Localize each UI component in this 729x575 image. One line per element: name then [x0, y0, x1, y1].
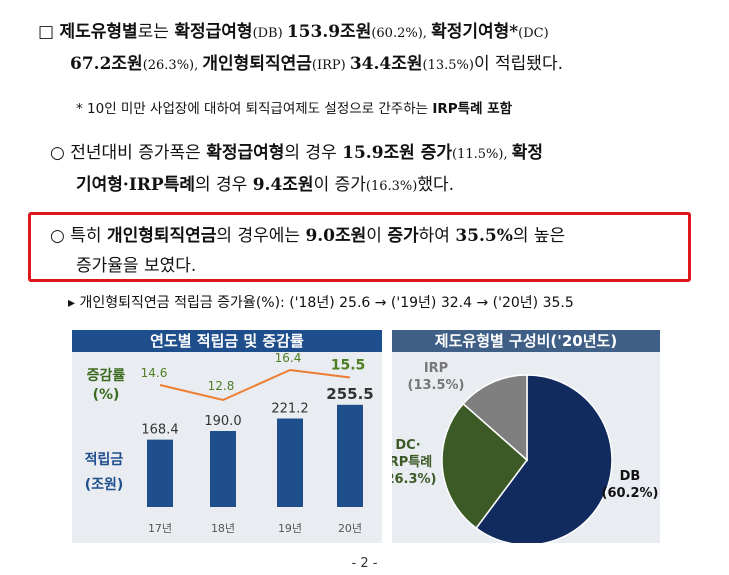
p1-text: (IRP) [311, 58, 350, 73]
p2-text: 했다. [417, 175, 455, 195]
pie-label: (26.3%) [392, 472, 436, 487]
p2-text: 확정급여형 [206, 143, 285, 163]
p2-text: 확정 [511, 143, 544, 163]
p2-text: 9.4조원 [252, 175, 314, 195]
p1-text: 이 적립됐다. [473, 54, 563, 74]
p3-text: 하여 [418, 226, 456, 246]
p1-text: 153.9조원 [286, 22, 372, 42]
p1-text: 개인형퇴직연금 [202, 54, 312, 74]
category-label: 20년 [338, 522, 362, 535]
p1-text: (26.3%), [142, 58, 203, 73]
p2-text: 전년대비 증가폭은 [70, 143, 207, 163]
amount-axis-label-1: 적립금 [85, 451, 124, 468]
p3-text: 이 [366, 226, 388, 246]
footnote: * 10인 미만 사업장에 대하여 퇴직급여제도 설정으로 간주하는 IRP특례… [76, 97, 512, 117]
p3-text: 개인형퇴직연금 [106, 226, 217, 246]
p1-text: 로는 [137, 22, 175, 42]
p1-text: 34.4조원 [349, 54, 423, 74]
para1-line2: 67.2조원(26.3%), 개인형퇴직연금(IRP) 34.4조원(13.5%… [70, 52, 563, 78]
p1-text: (DB) [252, 26, 287, 41]
pie-label: DB [620, 469, 641, 484]
bar-value-label: 168.4 [141, 423, 178, 438]
bar-20년 [337, 404, 363, 507]
rate-value-label: 12.8 [208, 379, 235, 393]
rate-value-label: 16.4 [275, 352, 302, 365]
p3-text: 증가 [387, 226, 419, 246]
p1-text: 67.2조원 [70, 54, 143, 74]
rate-value-label: 15.5 [331, 358, 366, 374]
left-chart-title: 연도별 적립금 및 증감률 [72, 330, 382, 352]
bar-value-label: 221.2 [271, 402, 308, 417]
p1-text: (13.5%) [422, 58, 474, 73]
checkbox-bullet: □ [38, 22, 55, 42]
pie-label: IRP특례 [392, 454, 432, 470]
bar-value-label: 190.0 [204, 414, 241, 429]
p2-text: 의 경우 [284, 143, 343, 163]
p1-text: (DC) [518, 26, 549, 41]
category-label: 18년 [211, 522, 235, 535]
rate-line [159, 368, 351, 402]
footnote-bold: IRP특례 포함 [432, 101, 513, 117]
left-chart-svg: 168.4 17년 190.0 18년 221.2 19년 255.5 20년 14.6 12.8… [85, 352, 374, 535]
p3-text: 35.5% [455, 226, 513, 246]
bar-18년 [210, 431, 236, 507]
para3-line2: 증가율을 보였다. [76, 256, 197, 276]
circle-bullet: ○ [50, 226, 65, 246]
rate-axis-label-1: 증감률 [87, 367, 126, 384]
pie-label: (60.2%) [602, 486, 659, 501]
para3-line1: ○ 특히 개인형퇴직연금의 경우에는 9.0조원이 증가하여 35.5%의 높은 [50, 224, 565, 248]
footnote-text: * 10인 미만 사업장에 대하여 퇴직급여제도 설정으로 간주하는 [76, 101, 433, 117]
bar-value-label: 255.5 [326, 385, 373, 403]
p3-text: 의 경우에는 [216, 226, 306, 246]
pie-label: IRP [424, 361, 448, 376]
p2-text: 기여형·IRP특례 [76, 175, 195, 195]
p2-text: 15.9조원 증가 [342, 143, 453, 163]
pie-label: DC· [395, 438, 420, 453]
circle-bullet: ○ [50, 143, 65, 163]
p2-text: 의 경우 [194, 175, 253, 195]
p2-text: (16.3%) [365, 179, 418, 194]
pie-slice-DB [475, 374, 613, 543]
p1-text: (60.2%), [371, 26, 432, 41]
rate-value-label: 14.6 [141, 366, 168, 380]
para2-line1: ○ 전년대비 증가폭은 확정급여형의 경우 15.9조원 증가(11.5%), … [50, 141, 543, 167]
p3-text: 특히 [70, 226, 107, 246]
p2-text: (11.5%), [452, 147, 512, 162]
category-label: 19년 [278, 522, 302, 535]
page-number: - 2 - [351, 556, 378, 571]
bar-17년 [147, 439, 173, 507]
p3-text: 9.0조원 [305, 226, 367, 246]
pie-slice-IRP [462, 374, 528, 462]
p3-text: 의 높은 [512, 226, 566, 246]
amount-axis-label-2: (조원) [85, 477, 124, 493]
highlight-box [28, 212, 691, 282]
bar-19년 [277, 418, 303, 507]
p1-text: 제도유형별 [59, 22, 138, 42]
pie-slice-DC·IRP특례 [441, 402, 529, 530]
right-chart-title: 제도유형별 구성비('20년도) [392, 330, 660, 352]
p2-text: 이 증가 [313, 175, 366, 195]
right-chart-svg: DB (60.2%) DC·IRP특례 (26.3%) IRP (13.5%) [392, 361, 659, 543]
category-label: 17년 [148, 522, 172, 535]
para2-line2: 기여형·IRP특례의 경우 9.4조원이 증가(16.3%)했다. [76, 173, 454, 199]
growth-rate-line: ▸ 개인형퇴직연금 적립금 증가율(%): ('18년) 25.6 → ('19… [68, 295, 574, 311]
pie-label: (13.5%) [408, 378, 465, 393]
para1-line1: □ 제도유형별로는 확정급여형(DB) 153.9조원(60.2%), 확정기여… [38, 20, 549, 46]
p1-text: 확정기여형* [431, 22, 519, 42]
rate-axis-label-2: (%) [93, 387, 120, 403]
p1-text: 확정급여형 [174, 22, 253, 42]
